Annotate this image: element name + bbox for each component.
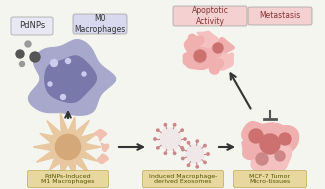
Polygon shape [185, 36, 219, 69]
Polygon shape [250, 146, 277, 171]
Text: Apoptotic
Activity: Apoptotic Activity [191, 6, 228, 26]
FancyBboxPatch shape [233, 170, 306, 187]
Circle shape [204, 144, 206, 147]
Polygon shape [196, 31, 218, 48]
Polygon shape [29, 40, 116, 115]
Polygon shape [45, 56, 96, 102]
Circle shape [260, 134, 280, 154]
Circle shape [256, 153, 268, 165]
Circle shape [154, 138, 156, 140]
Circle shape [55, 134, 81, 160]
Circle shape [157, 147, 159, 149]
Circle shape [174, 124, 176, 126]
Polygon shape [207, 38, 234, 61]
Polygon shape [251, 123, 291, 164]
Circle shape [187, 142, 190, 144]
Polygon shape [101, 143, 109, 151]
Circle shape [187, 164, 190, 167]
Circle shape [279, 133, 291, 145]
Circle shape [196, 140, 199, 142]
Text: Induced Macrophage-
derived Exosomes: Induced Macrophage- derived Exosomes [149, 174, 217, 184]
Polygon shape [242, 122, 271, 151]
Circle shape [82, 72, 86, 76]
Polygon shape [33, 113, 101, 177]
Circle shape [196, 166, 199, 168]
Circle shape [213, 43, 223, 53]
Text: PdNPs-Induced
M1 Macrophages: PdNPs-Induced M1 Macrophages [41, 174, 95, 184]
Polygon shape [183, 53, 196, 67]
Polygon shape [188, 34, 204, 48]
Circle shape [249, 129, 263, 143]
Circle shape [30, 52, 40, 62]
Text: Metastasis: Metastasis [259, 12, 301, 20]
Circle shape [207, 153, 209, 155]
Polygon shape [94, 129, 107, 141]
Circle shape [50, 60, 58, 67]
FancyBboxPatch shape [73, 14, 127, 34]
Circle shape [181, 147, 183, 149]
Circle shape [204, 161, 206, 163]
Circle shape [20, 61, 24, 67]
Circle shape [164, 124, 167, 126]
Circle shape [194, 50, 206, 62]
Circle shape [16, 50, 24, 58]
Text: M0
Macrophages: M0 Macrophages [74, 14, 126, 34]
Circle shape [275, 151, 285, 161]
Polygon shape [209, 56, 223, 74]
Circle shape [25, 41, 31, 47]
Circle shape [159, 128, 181, 150]
FancyBboxPatch shape [28, 170, 109, 187]
Circle shape [184, 138, 186, 140]
FancyBboxPatch shape [11, 17, 53, 35]
Polygon shape [273, 126, 299, 152]
Circle shape [186, 145, 204, 163]
Circle shape [182, 148, 184, 151]
Circle shape [60, 94, 66, 99]
FancyBboxPatch shape [142, 170, 224, 187]
Circle shape [66, 59, 71, 64]
Circle shape [182, 157, 184, 160]
FancyBboxPatch shape [248, 7, 312, 25]
Circle shape [48, 82, 52, 86]
Polygon shape [213, 53, 233, 70]
Circle shape [164, 152, 167, 154]
Polygon shape [267, 144, 292, 170]
FancyBboxPatch shape [173, 6, 247, 26]
Text: MCF-7 Tumor
Micro-tissues: MCF-7 Tumor Micro-tissues [249, 174, 291, 184]
Polygon shape [242, 138, 265, 159]
Circle shape [181, 129, 183, 131]
Circle shape [157, 129, 159, 131]
Circle shape [174, 152, 176, 154]
Polygon shape [98, 154, 108, 163]
Text: PdNPs: PdNPs [19, 22, 45, 30]
